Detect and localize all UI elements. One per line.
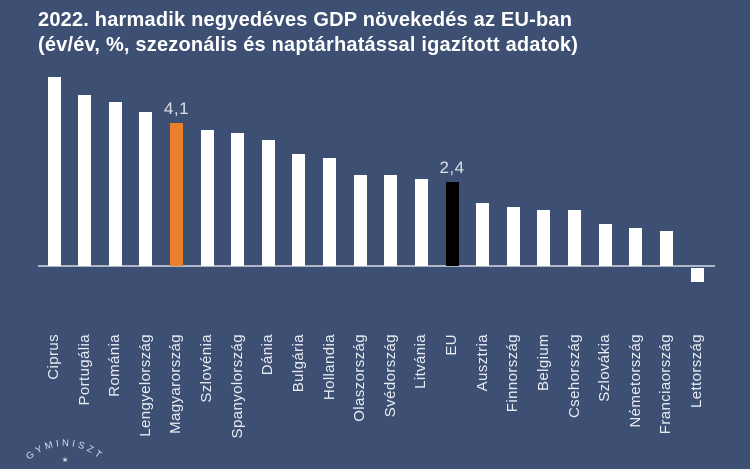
bar-franciaország bbox=[659, 231, 673, 266]
bar-lengyelország bbox=[139, 112, 153, 266]
category-label-ausztria: Ausztria bbox=[473, 334, 491, 392]
category-label-ciprus: Ciprus bbox=[45, 334, 62, 380]
bar-belgium bbox=[537, 210, 551, 266]
chart-title-line2: (év/év, %, szezonális és naptárhatással … bbox=[38, 34, 579, 56]
x-axis-line bbox=[38, 265, 715, 267]
category-label-dánia: Dánia bbox=[259, 334, 277, 376]
bar-spanyolország bbox=[231, 133, 245, 266]
category-label-olaszország: Olaszország bbox=[351, 334, 369, 422]
bar-lettország bbox=[690, 268, 704, 282]
chart-title-line1: 2022. harmadik negyedéves GDP növekedés … bbox=[38, 9, 573, 31]
bar-románia bbox=[108, 101, 122, 266]
category-label-litvánia: Litvánia bbox=[412, 334, 430, 389]
data-label-eu: 2,4 bbox=[439, 158, 465, 177]
chart-title: 2022. harmadik negyedéves GDP növekedés … bbox=[38, 8, 578, 58]
category-label-románia: Románia bbox=[106, 334, 124, 397]
bar-dánia bbox=[261, 140, 275, 266]
bar-németország bbox=[629, 227, 643, 266]
category-label-szlovénia: Szlovénia bbox=[198, 334, 216, 403]
category-label-spanyolország: Spanyolország bbox=[228, 334, 246, 439]
bar-eu bbox=[445, 182, 459, 266]
category-label-németország: Németország bbox=[626, 334, 644, 428]
bar-svédország bbox=[384, 175, 398, 266]
bar-szlovákia bbox=[598, 224, 612, 266]
category-label-szlovákia: Szlovákia bbox=[596, 334, 614, 402]
bar-finnország bbox=[506, 206, 520, 266]
category-label-bulgária: Bulgária bbox=[289, 334, 307, 393]
category-label-portugália: Portugália bbox=[75, 334, 93, 406]
data-label-magyarország: 4,1 bbox=[163, 98, 190, 118]
bar-magyarország bbox=[169, 122, 183, 266]
bar-portugália bbox=[78, 94, 92, 266]
bar-olaszország bbox=[353, 175, 367, 266]
category-label-csehország: Csehország bbox=[565, 334, 583, 419]
logo-star-icon: ✶ bbox=[61, 455, 69, 465]
bar-bulgária bbox=[292, 154, 306, 266]
category-label-magyarország: Magyarország bbox=[167, 334, 185, 434]
bar-litvánia bbox=[414, 178, 428, 266]
bar-csehország bbox=[568, 210, 582, 266]
category-label-franciaország: Franciaország bbox=[657, 334, 675, 435]
bar-ciprus bbox=[47, 77, 61, 266]
category-label-hollandia: Hollandia bbox=[320, 334, 338, 401]
bar-ausztria bbox=[476, 203, 490, 266]
category-label-belgium: Belgium bbox=[534, 334, 552, 391]
category-label-svédország: Svédország bbox=[381, 334, 399, 418]
bar-hollandia bbox=[323, 157, 337, 266]
category-label-finnország: Finnország bbox=[504, 334, 522, 413]
category-label-lettország: Lettország bbox=[688, 334, 706, 409]
bar-szlovénia bbox=[200, 129, 214, 266]
category-label-eu: EU bbox=[443, 334, 461, 356]
ministry-logo: GYMINISZT ✶ bbox=[24, 438, 103, 465]
